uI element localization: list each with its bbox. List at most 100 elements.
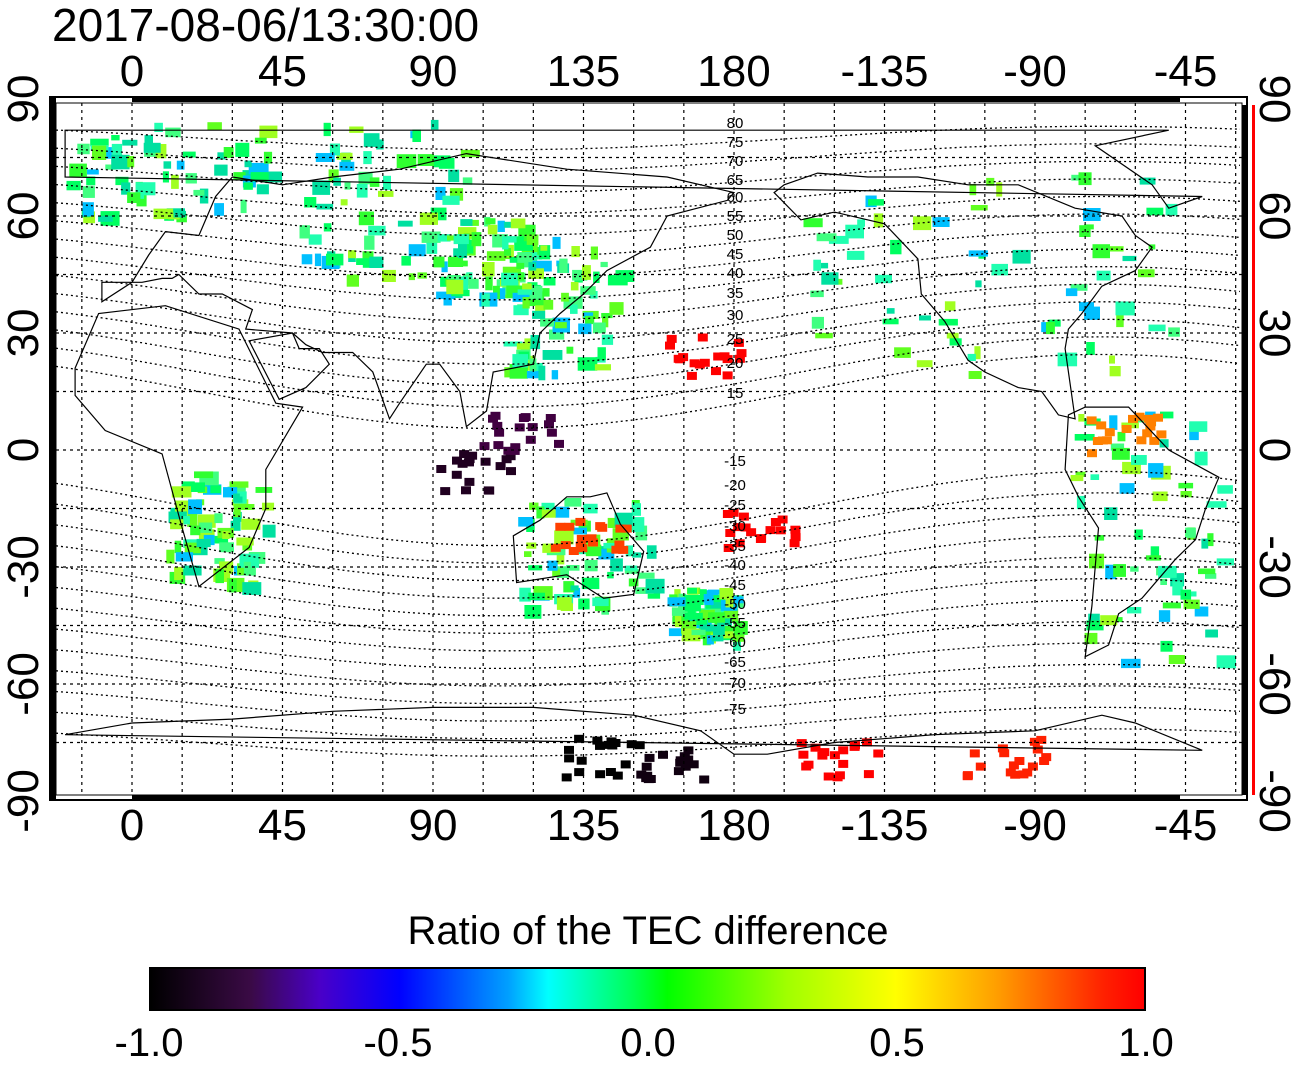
tec-data-cell [1137,269,1155,278]
tec-anomaly-cell [673,767,684,776]
tec-data-cell [122,139,138,146]
tec-anomaly-cell [697,333,708,342]
tec-data-cell [597,347,606,360]
tec-data-cell [144,135,153,144]
tec-data-cell [127,192,141,203]
tec-data-cell [538,245,551,260]
tec-anomaly-cell [999,749,1010,758]
tec-data-cell [244,160,252,168]
tec-anomaly-cell [1156,430,1167,439]
tec-anomaly-cell [612,771,623,780]
tec-data-cell [115,176,129,186]
tec-data-cell [1113,564,1126,577]
coastline-arabia [248,332,331,401]
tec-data-cell [254,137,267,144]
tec-data-cell [733,636,741,651]
tec-data-cell [635,587,654,594]
tec-data-cell [174,540,182,554]
tec-data-cell [501,272,519,286]
magnetic-contour [55,301,1241,365]
lon-tick-top: 180 [697,47,771,96]
tec-data-cell [526,234,539,245]
tec-data-cell [233,493,240,499]
tec-data-cell [1189,421,1208,432]
tec-anomaly-cell [849,742,860,751]
lon-tick-top: -135 [840,47,929,96]
tec-data-cell [183,516,190,525]
tec-data-cell [593,271,600,283]
tec-anomaly-cell [1145,422,1156,431]
tec-anomaly-cell [501,455,512,464]
tec-data-cell [1216,558,1234,566]
tec-data-cell [315,153,335,162]
tec-data-cell [217,152,226,160]
tec-data-cell [230,520,241,531]
tec-data-cell [556,549,565,565]
tec-data-cell [1115,301,1135,316]
tec-data-cell [1160,411,1174,419]
tec-anomaly-cell [1134,412,1145,421]
tec-data-cell [364,235,375,250]
tec-data-cell [191,482,205,492]
tec-data-cell [710,605,721,618]
tec-anomaly-cell [564,754,575,763]
tec-data-cell [625,545,633,557]
tec-data-cell [482,262,495,277]
tec-data-cell [154,122,163,132]
tec-data-cell [532,310,546,319]
tec-data-cell [162,171,169,183]
tec-data-cell [323,122,331,137]
tec-anomaly-cell [503,446,514,455]
tec-data-cell [1217,485,1233,494]
tec-anomaly-cell [464,477,475,486]
tec-data-cell [308,234,322,245]
tec-anomaly-cell [493,441,504,450]
tec-data-cell [730,596,744,604]
tec-data-cell [532,260,552,272]
tec-data-cell [974,346,981,360]
tec-anomaly-cell [722,510,733,518]
tec-anomaly-cell [615,524,626,533]
tec-data-cell [683,600,701,612]
tec-anomaly-cell [574,768,585,777]
axis-bars [50,97,1255,800]
tec-data-cell [541,509,556,518]
tec-data-cell [430,119,439,130]
tec-data-cell [573,587,581,598]
contour-label: 70 [727,153,744,170]
tec-data-cell [674,589,681,599]
contour-label: 50 [727,227,744,244]
tec-data-cell [184,542,201,554]
tec-data-cell [170,519,184,530]
tec-anomaly-cell [734,539,745,548]
tec-data-cell [628,578,639,587]
tec-data-cell [236,537,254,546]
tec-data-cell [601,313,613,319]
tec-data-cell [637,572,655,579]
tec-anomaly-cell [722,371,733,380]
tec-data-cell [504,248,511,256]
tec-data-cell [1075,471,1086,477]
magnetic-contour [55,283,1241,344]
tec-anomaly-cell [770,518,781,526]
tec-data-cell [210,485,221,494]
tec-data-cell [566,346,574,354]
tec-data-cell [592,322,606,334]
tec-data-cell [348,250,356,259]
tec-data-cell [967,353,976,361]
tec-data-cell [362,251,374,259]
tec-data-cell [171,174,179,189]
tec-data-cell [446,279,464,295]
tec-data-cell [1090,474,1100,480]
tec-data-cell [453,248,462,259]
tec-anomaly-cell [509,446,520,455]
tec-data-cell [631,503,641,516]
tec-data-cell [419,212,438,225]
tec-data-cell [691,629,706,636]
tec-data-cell [433,155,451,168]
tec-data-cell [326,253,344,266]
lat-tick-right: -30 [1250,535,1296,599]
tec-data-cell [975,280,982,288]
lon-tick-bottom: -45 [1153,801,1218,850]
contour-label: -35 [724,538,746,555]
